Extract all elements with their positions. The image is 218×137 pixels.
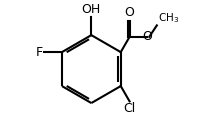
Text: O: O (125, 6, 135, 19)
Text: O: O (142, 30, 152, 43)
Text: F: F (36, 46, 43, 59)
Text: Cl: Cl (123, 102, 136, 115)
Text: OH: OH (82, 3, 101, 16)
Text: CH$_3$: CH$_3$ (158, 11, 179, 25)
